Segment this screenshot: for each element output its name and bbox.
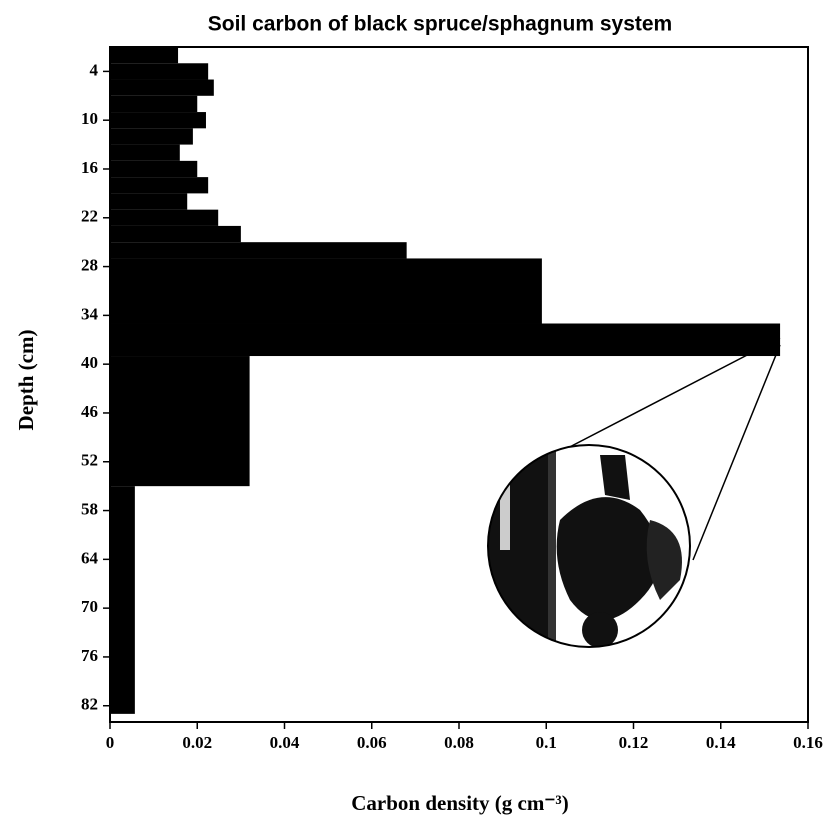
x-tick-label: 0.06	[357, 733, 387, 752]
y-tick-label: 82	[81, 695, 98, 714]
y-tick-label: 46	[81, 402, 98, 421]
y-tick-label: 64	[81, 548, 99, 567]
chart-title: Soil carbon of black spruce/sphagnum sys…	[208, 13, 672, 36]
bar	[110, 242, 407, 259]
y-tick-label: 58	[81, 499, 98, 518]
bar	[110, 209, 219, 226]
bar	[110, 112, 206, 129]
bar	[110, 128, 193, 145]
bar	[110, 225, 241, 243]
x-tick-label: 0.02	[182, 733, 212, 752]
y-tick-label: 16	[81, 158, 98, 177]
y-tick-label: 34	[81, 304, 99, 323]
y-tick-label: 76	[81, 646, 98, 665]
bar	[110, 95, 198, 113]
bar	[110, 63, 209, 80]
inset-line	[559, 337, 781, 453]
bar	[110, 47, 179, 64]
x-tick-label: 0.1	[536, 733, 557, 752]
bar	[110, 193, 188, 210]
y-axis-label: Depth (cm)	[14, 330, 38, 431]
y-tick-label: 52	[81, 451, 98, 470]
x-tick-label: 0.14	[706, 733, 736, 752]
bar	[110, 486, 135, 714]
inset-line	[692, 344, 781, 561]
y-tick-label: 40	[81, 353, 98, 372]
x-tick-label: 0	[106, 733, 115, 752]
y-tick-label: 70	[81, 597, 98, 616]
bar	[110, 160, 198, 178]
y-tick-label: 10	[81, 109, 98, 128]
bar	[110, 258, 542, 324]
x-tick-label: 0.12	[619, 733, 649, 752]
bar	[110, 356, 250, 487]
y-tick-label: 22	[81, 207, 98, 226]
x-tick-label: 0.16	[793, 733, 823, 752]
inset	[487, 337, 781, 648]
x-axis-label: Carbon density (g cm⁻³)	[351, 791, 568, 815]
inset-border	[487, 444, 691, 648]
y-tick-label: 28	[81, 255, 98, 274]
bar	[110, 79, 214, 96]
bar	[110, 323, 781, 357]
y-tick-label: 4	[90, 60, 99, 79]
bars	[110, 47, 781, 714]
bar	[110, 177, 209, 194]
x-tick-label: 0.08	[444, 733, 474, 752]
x-tick-label: 0.04	[270, 733, 300, 752]
bar	[110, 144, 180, 161]
